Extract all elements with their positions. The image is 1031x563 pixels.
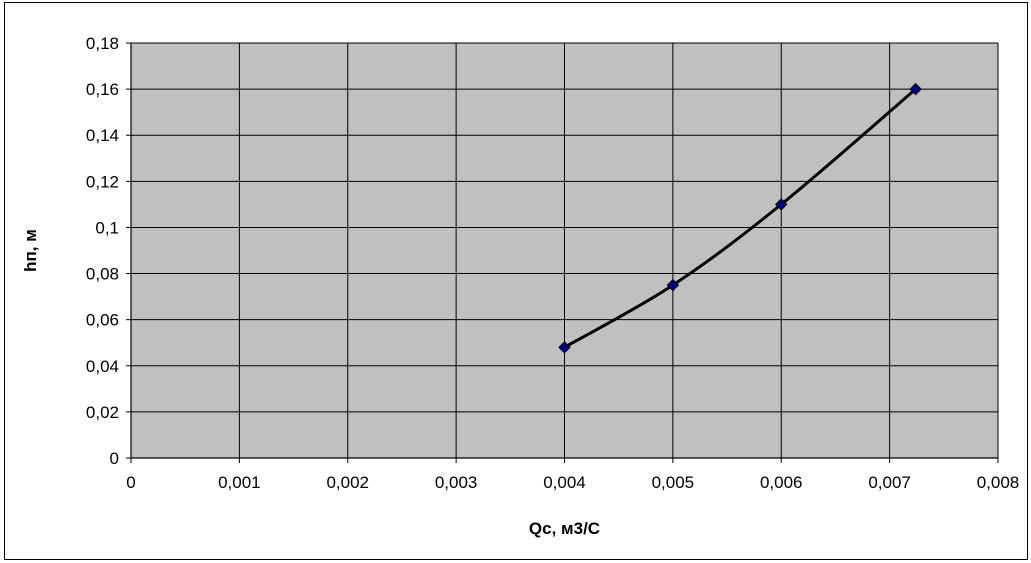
data-point-marker <box>558 341 571 354</box>
axes <box>126 42 999 463</box>
x-tick-label: 0,007 <box>868 473 911 492</box>
x-tick-label: 0,004 <box>543 473 586 492</box>
y-tick-label: 0,04 <box>86 357 119 376</box>
y-tick-label: 0 <box>110 449 119 468</box>
x-tick-label: 0,006 <box>760 473 803 492</box>
x-tick-label: 0,003 <box>435 473 478 492</box>
x-tick-label: 0 <box>126 473 135 492</box>
x-tick-label: 0,001 <box>218 473 261 492</box>
y-tick-label: 0,16 <box>86 80 119 99</box>
data-point-marker <box>909 82 922 96</box>
y-tick-label: 0,18 <box>86 34 119 53</box>
y-tick-label: 0,1 <box>95 218 119 237</box>
markers <box>558 82 922 354</box>
series-line <box>563 87 917 349</box>
x-tick-labels: 0 0,001 0,002 0,003 0,004 0,005 0,006 0,007 0,00… <box>126 473 1019 492</box>
x-tick-label: 0,002 <box>326 473 369 492</box>
data-point-marker <box>775 198 788 211</box>
y-axis-title: hп, м <box>21 229 40 272</box>
y-tick-label: 0,12 <box>86 172 119 191</box>
x-axis-title: Qc, м3/С <box>529 519 600 538</box>
x-tick-label: 0,005 <box>652 473 695 492</box>
y-tick-label: 0,02 <box>86 403 119 422</box>
data-point-marker <box>666 278 680 292</box>
y-tick-label: 0,14 <box>86 126 119 145</box>
y-tick-label: 0,08 <box>86 265 119 284</box>
x-tick-label: 0,008 <box>977 473 1020 492</box>
y-tick-labels: 0 0,02 0,04 0,06 0,08 0,1 0,12 0,14 0,16 0,18 <box>86 34 119 468</box>
y-tick-label: 0,06 <box>86 311 119 330</box>
